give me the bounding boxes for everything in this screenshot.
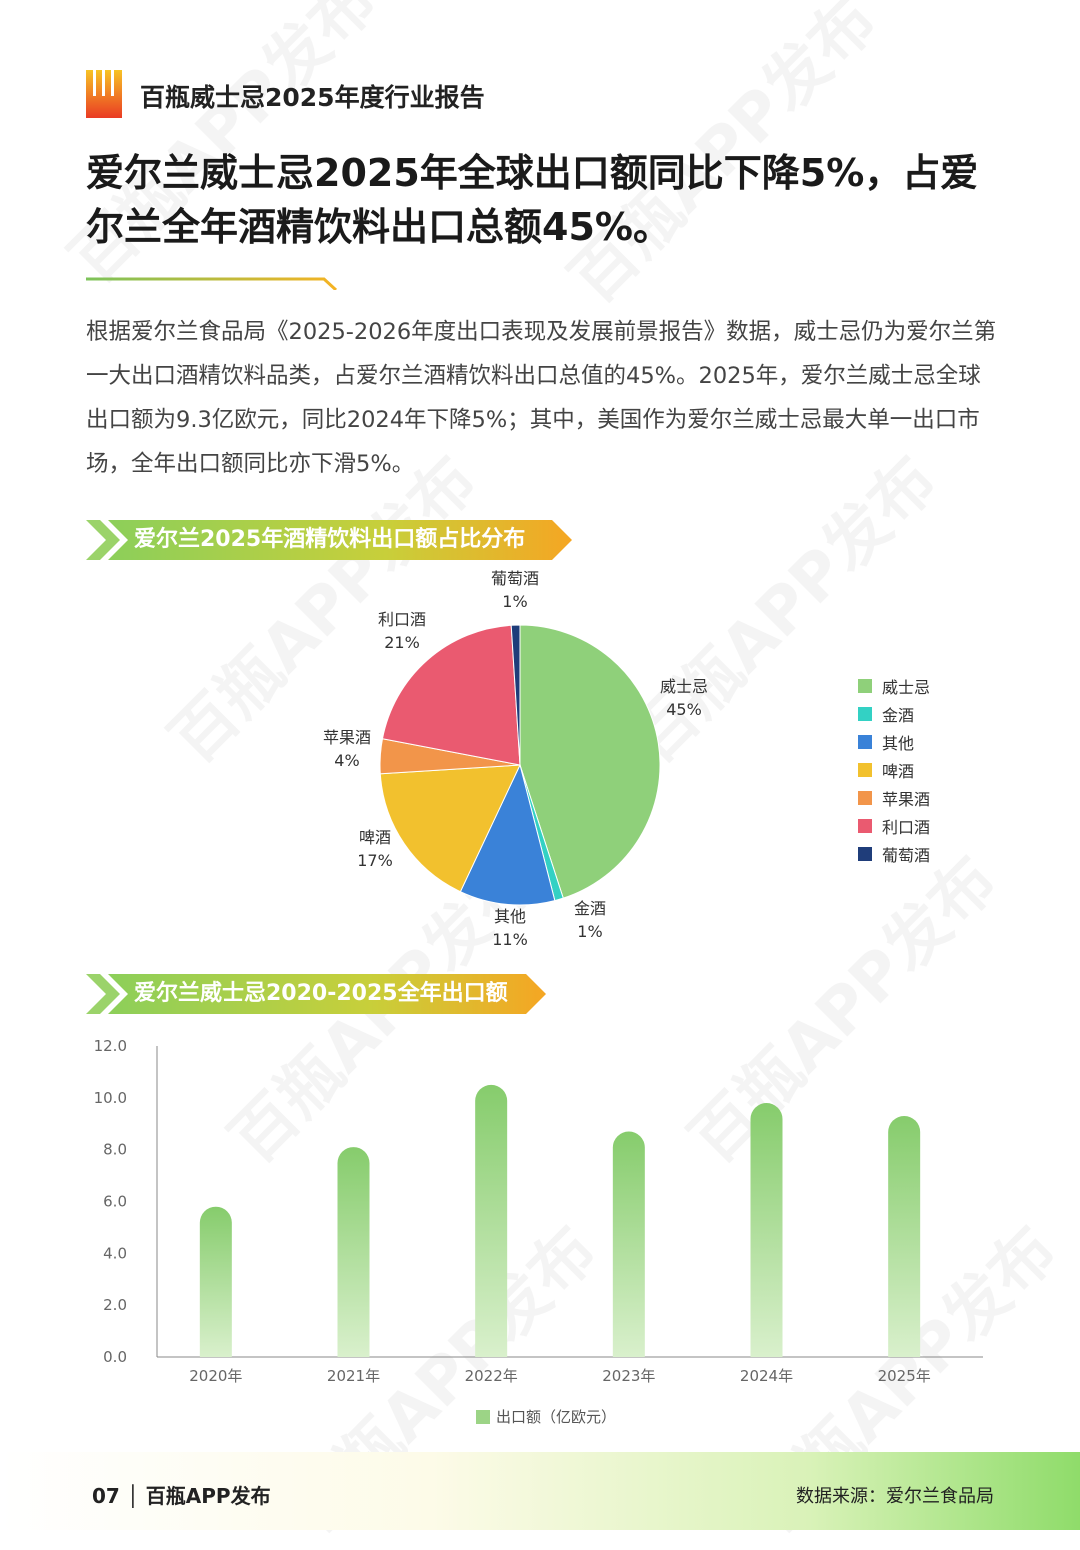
divider-rule bbox=[86, 277, 994, 290]
pie-slice bbox=[510, 624, 521, 766]
y-tick-label: 8.0 bbox=[103, 1141, 127, 1159]
section-title-bar: 爱尔兰威士忌2020-2025全年出口额 bbox=[134, 981, 508, 1006]
legend-item: 啤酒 bbox=[858, 756, 930, 784]
bar bbox=[475, 1084, 508, 1357]
pie-slice-label: 威士忌 bbox=[660, 677, 708, 696]
legend-swatch bbox=[476, 1409, 490, 1424]
legend-item: 威士忌 bbox=[858, 672, 930, 700]
bar-chart: 0.0 2.0 4.0 6.0 8.0 10.0 12.0 2020年 2021年 2022年 20… bbox=[94, 1037, 983, 1385]
bar bbox=[612, 1131, 645, 1357]
legend-label: 出口额（亿欧元） bbox=[496, 1408, 617, 1426]
legend-swatch bbox=[858, 763, 872, 777]
y-tick-label: 0.0 bbox=[103, 1348, 127, 1366]
legend-label: 苹果酒 bbox=[882, 790, 931, 809]
pie-slice bbox=[381, 624, 521, 766]
page-headline: 爱尔兰威士忌2025年全球出口额同比下降5%，占爱尔兰全年酒精饮料出口总额45%… bbox=[86, 151, 979, 249]
y-tick-label: 2.0 bbox=[103, 1296, 127, 1314]
x-tick-label: 2025年 bbox=[878, 1367, 931, 1385]
legend-swatch bbox=[858, 847, 872, 861]
section-banner bbox=[86, 974, 546, 1014]
bar bbox=[750, 1103, 783, 1357]
x-tick-label: 2021年 bbox=[327, 1367, 380, 1385]
legend-label: 啤酒 bbox=[882, 762, 915, 781]
bar-legend: 出口额（亿欧元） bbox=[476, 1406, 616, 1427]
pie-slice-label: 苹果酒 bbox=[323, 728, 371, 747]
pie-slice-value: 21% bbox=[384, 633, 420, 652]
footer-page-label: 07 │ 百瓶APP发布 bbox=[92, 1484, 271, 1508]
y-tick-label: 6.0 bbox=[103, 1193, 127, 1211]
x-tick-label: 2023年 bbox=[602, 1367, 655, 1385]
legend-swatch bbox=[858, 735, 872, 749]
pie-legend: 威士忌金酒其他啤酒苹果酒利口酒葡萄酒 bbox=[858, 672, 930, 868]
legend-swatch bbox=[858, 791, 872, 805]
pie-slice bbox=[459, 763, 556, 906]
pie-slice-value: 4% bbox=[334, 751, 359, 770]
legend-label: 其他 bbox=[882, 734, 915, 753]
legend-item: 其他 bbox=[858, 728, 930, 756]
pie-slice bbox=[379, 764, 521, 893]
legend-label: 葡萄酒 bbox=[882, 846, 931, 865]
legend-item: 金酒 bbox=[858, 700, 930, 728]
legend-item: 利口酒 bbox=[858, 812, 930, 840]
legend-label: 金酒 bbox=[882, 706, 915, 725]
pie-slice-value: 11% bbox=[492, 930, 528, 949]
bar bbox=[337, 1147, 370, 1357]
x-tick-label: 2024年 bbox=[740, 1367, 793, 1385]
legend-swatch bbox=[858, 819, 872, 833]
pie-slice-label: 金酒 bbox=[574, 899, 606, 918]
pie-chart: 威士忌 45% 金酒 1% 其他 11% 啤酒 17% 苹果酒 4% 利口酒 21% 葡萄酒 1% bbox=[323, 569, 708, 949]
y-tick-label: 10.0 bbox=[94, 1089, 127, 1107]
bar bbox=[888, 1115, 921, 1357]
x-tick-label: 2022年 bbox=[465, 1367, 518, 1385]
section-title-pie: 爱尔兰2025年酒精饮料出口额占比分布 bbox=[134, 527, 526, 552]
body-paragraph: 根据爱尔兰食品局《2025-2026年度出口表现及发展前景报告》数据，威士忌仍为… bbox=[86, 319, 997, 477]
section-banner bbox=[86, 520, 572, 560]
pie-slice-label: 啤酒 bbox=[359, 828, 391, 847]
legend-item: 葡萄酒 bbox=[858, 840, 930, 868]
footer-bar bbox=[0, 1452, 1080, 1530]
legend-swatch bbox=[858, 707, 872, 721]
legend-item: 苹果酒 bbox=[858, 784, 930, 812]
x-tick-label: 2020年 bbox=[189, 1367, 242, 1385]
pie-slice-label: 其他 bbox=[494, 907, 526, 926]
y-tick-label: 12.0 bbox=[94, 1037, 127, 1055]
legend-label: 威士忌 bbox=[882, 678, 931, 697]
pie-slice-label: 利口酒 bbox=[378, 610, 426, 629]
report-title: 百瓶威士忌2025年度行业报告 bbox=[140, 83, 485, 112]
pie-slice-value: 1% bbox=[502, 592, 527, 611]
report-logo-icon bbox=[86, 70, 122, 118]
y-tick-label: 4.0 bbox=[103, 1244, 127, 1262]
pie-slice-value: 45% bbox=[666, 700, 702, 719]
legend-label: 利口酒 bbox=[882, 818, 931, 837]
bar bbox=[199, 1206, 232, 1357]
pie-slice-value: 17% bbox=[357, 851, 393, 870]
footer-source: 数据来源：爱尔兰食品局 bbox=[796, 1486, 994, 1507]
legend-swatch bbox=[858, 679, 872, 693]
pie-slice-label: 葡萄酒 bbox=[491, 569, 539, 588]
pie-slice bbox=[519, 624, 661, 899]
pie-slice-value: 1% bbox=[577, 922, 602, 941]
